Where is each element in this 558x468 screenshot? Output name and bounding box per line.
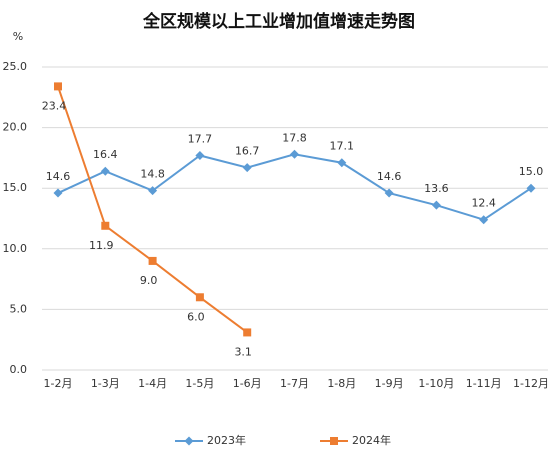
- data-label: 6.0: [187, 310, 205, 323]
- data-label: 9.0: [140, 274, 158, 287]
- legend-label: 2023年: [207, 433, 246, 447]
- data-point: [148, 256, 157, 265]
- x-tick-label: 1-12月: [513, 377, 549, 390]
- y-tick-label: 10.0: [3, 242, 28, 255]
- data-point: [479, 215, 489, 225]
- x-tick-label: 1-7月: [280, 377, 309, 390]
- data-label: 14.6: [377, 170, 402, 183]
- y-tick-label: 20.0: [3, 121, 28, 134]
- series-line: [57, 86, 248, 334]
- data-label: 12.4: [471, 197, 496, 210]
- data-point: [54, 82, 62, 91]
- series-line: [57, 153, 532, 221]
- data-point: [101, 221, 110, 230]
- legend-label: 2024年: [352, 433, 391, 447]
- data-label: 11.9: [89, 239, 114, 252]
- legend-item: 2024年: [320, 433, 391, 447]
- y-tick-label: 15.0: [3, 181, 28, 194]
- y-tick-label: 5.0: [10, 302, 28, 315]
- data-label: 17.1: [330, 140, 355, 153]
- data-label: 14.6: [46, 170, 71, 183]
- data-label: 16.7: [235, 145, 260, 158]
- x-tick-label: 1-2月: [44, 377, 73, 390]
- data-label: 14.8: [140, 168, 165, 181]
- legend-marker: [184, 436, 194, 446]
- data-point: [100, 166, 110, 176]
- y-tick-label: 25.0: [3, 60, 28, 73]
- x-tick-label: 1-9月: [375, 377, 404, 390]
- data-label: 17.7: [188, 132, 213, 145]
- x-tick-label: 1-11月: [466, 377, 502, 390]
- data-point: [195, 293, 204, 302]
- data-point: [290, 149, 299, 159]
- data-point: [337, 158, 347, 168]
- data-label: 17.8: [282, 131, 307, 144]
- data-label: 13.6: [424, 182, 449, 195]
- data-point: [195, 150, 205, 160]
- x-tick-label: 1-8月: [327, 377, 356, 390]
- data-label: 23.4: [42, 99, 67, 112]
- x-tick-label: 1-10月: [418, 377, 454, 390]
- data-point: [526, 183, 536, 193]
- data-point: [242, 163, 252, 173]
- chart-title: 全区规模以上工业增加值增速走势图: [142, 11, 415, 32]
- data-point: [148, 186, 158, 196]
- data-label: 15.0: [519, 165, 544, 178]
- data-point: [243, 328, 252, 337]
- y-tick-label: 0.0: [10, 363, 28, 376]
- data-point: [431, 200, 441, 210]
- legend-marker: [330, 437, 338, 445]
- data-point: [53, 188, 63, 198]
- data-label: 3.1: [234, 345, 252, 358]
- x-tick-label: 1-5月: [185, 377, 214, 390]
- legend-item: 2023年: [175, 433, 246, 447]
- x-tick-label: 1-3月: [91, 377, 120, 390]
- data-point: [384, 188, 394, 198]
- data-label: 16.4: [93, 148, 118, 161]
- y-axis-label: %: [13, 30, 23, 43]
- x-tick-label: 1-6月: [233, 377, 262, 390]
- x-tick-label: 1-4月: [138, 377, 167, 390]
